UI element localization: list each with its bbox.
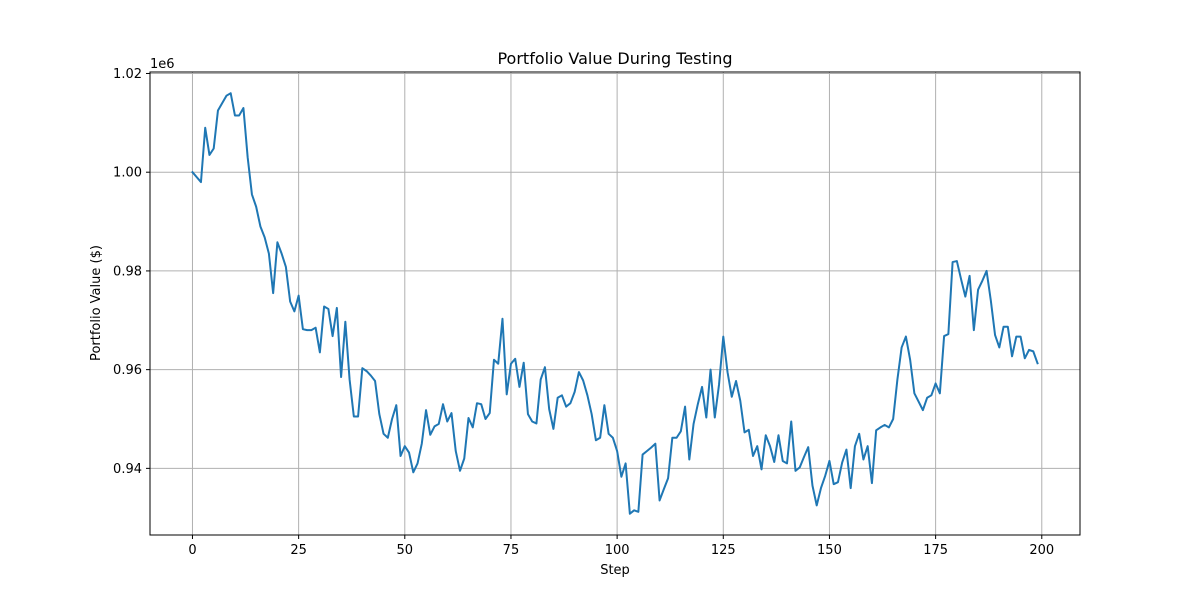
x-tick-label: 200 (1029, 543, 1054, 558)
grid-lines (150, 72, 1080, 535)
series-line-0 (191, 92, 1039, 515)
x-tick-label: 25 (290, 543, 307, 558)
y-tick-label: 0.96 (113, 363, 142, 378)
chart-title: Portfolio Value During Testing (497, 49, 732, 68)
x-tick-label: 100 (605, 543, 630, 558)
y-tick-label: 1.00 (113, 166, 142, 181)
x-tick-label: 75 (503, 543, 520, 558)
axis-ticks: 0 25 50 75 100 125 150 175 200 0.94 0.96 0.98 1.00 1.… (113, 67, 1054, 558)
series-lines (191, 92, 1039, 515)
x-tick-label: 0 (188, 543, 196, 558)
y-tick-label: 0.94 (113, 462, 142, 477)
x-tick-label: 50 (397, 543, 414, 558)
y-tick-label: 1.02 (113, 67, 142, 82)
x-tick-label: 150 (817, 543, 842, 558)
x-tick-label: 125 (711, 543, 736, 558)
y-axis-offset-label: 1e6 (150, 57, 175, 72)
x-tick-label: 175 (923, 543, 948, 558)
y-axis-label: Portfolio Value ($) (89, 245, 104, 361)
plot-frame (149, 71, 1081, 536)
x-axis-label: Step (600, 563, 630, 578)
y-tick-label: 0.98 (113, 264, 142, 279)
